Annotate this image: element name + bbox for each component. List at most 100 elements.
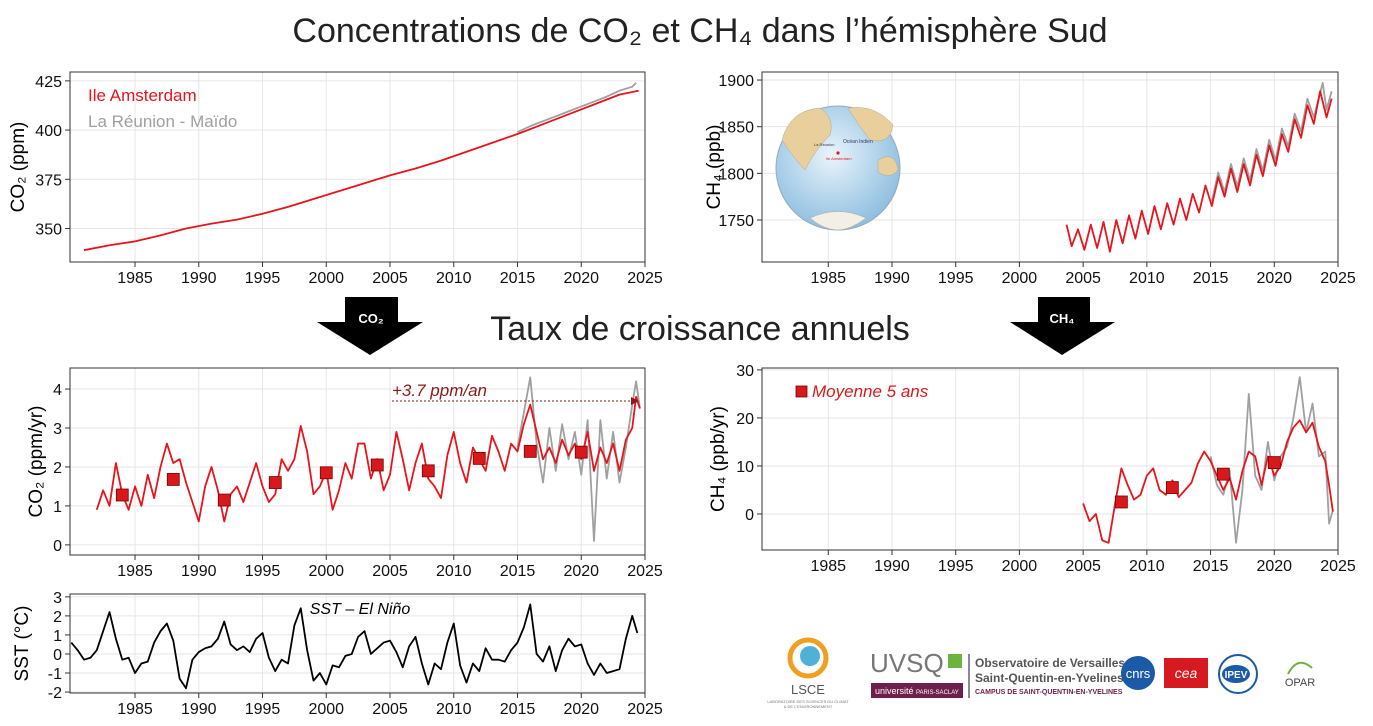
x-tick-label: 2020 — [563, 270, 599, 287]
y-axis-title: CH₄ (ppb) — [704, 125, 725, 210]
series-group — [1065, 81, 1333, 253]
plot-frame — [69, 367, 646, 556]
logo-text: université — [875, 686, 914, 696]
x-tick-label: 2025 — [1320, 270, 1356, 287]
x-tick-label: 1985 — [810, 270, 846, 287]
x-tick-label: 1990 — [181, 270, 217, 287]
chart: 1985 1990 1995 2000 2005 2010 2015 2020 2025 -2 -1… — [12, 590, 663, 718]
x-tick-label: 1985 — [117, 270, 153, 287]
legend-label: La Réunion - Maïdo — [88, 112, 237, 131]
x-tick-label: 2000 — [308, 701, 344, 718]
x-tick-label: 1995 — [938, 558, 974, 575]
x-tick-label: 2010 — [436, 701, 472, 718]
series-group — [70, 603, 639, 690]
map-label: La Réunion — [814, 142, 834, 147]
logo-mark — [948, 654, 962, 668]
x-tick-label: 2015 — [500, 563, 536, 580]
x-tick-label: 2000 — [1002, 270, 1038, 287]
y-tick-label: 1750 — [718, 213, 754, 230]
y-tick-label: 350 — [35, 222, 62, 239]
x-tick-label: 2025 — [1320, 558, 1356, 575]
x-tick-label: 2005 — [372, 563, 408, 580]
x-tick-label: 2020 — [1256, 270, 1292, 287]
y-tick-label: 1900 — [718, 73, 754, 90]
x-tick-label: 1985 — [810, 558, 846, 575]
x-tick-label: 1990 — [181, 701, 217, 718]
inset-map: Océan Indien La Réunion Ile Amsterdam — [775, 105, 901, 231]
subtitle: Taux de croissance annuels — [490, 310, 910, 348]
plot-frame — [69, 71, 646, 263]
mean-marker — [574, 445, 588, 459]
logo-text: LSCE — [791, 682, 825, 697]
mean-marker — [319, 466, 333, 480]
opar-logo — [1287, 661, 1313, 675]
y-tick-label: 0 — [53, 647, 62, 664]
x-tick-label: 2020 — [563, 563, 599, 580]
y-tick-label: -1 — [48, 666, 62, 683]
x-tick-label: 2010 — [436, 270, 472, 287]
arrow-label: CH₄ — [1050, 311, 1075, 326]
y-axis-title: CH₄ (ppb/yr) — [708, 406, 729, 512]
y-tick-label: 375 — [35, 172, 62, 189]
y-tick-label: 1 — [53, 499, 62, 516]
x-tick-label: 1990 — [874, 270, 910, 287]
mean-marker — [1267, 456, 1281, 470]
series-group — [1082, 376, 1334, 544]
y-tick-label: 3 — [53, 590, 62, 607]
logos: LSCE LABORATOIRE DES SCIENCES DU CLIMAT … — [767, 637, 1315, 709]
x-tick-label: 1985 — [117, 563, 153, 580]
annotation-arrowhead — [631, 397, 639, 405]
lsce-logo — [787, 637, 829, 679]
y-tick-label: 10 — [736, 459, 754, 476]
logo-text: UVSQ — [870, 648, 944, 678]
logo-text: CAMPUS DE SAINT-QUENTIN-EN-YVELINES — [975, 689, 1123, 696]
y-tick-label: 0 — [745, 507, 754, 524]
plot-area — [762, 368, 1338, 550]
mean-marker — [115, 488, 129, 502]
x-tick-label: 1985 — [117, 701, 153, 718]
plot-area — [70, 72, 645, 262]
x-tick-label: 2015 — [1193, 270, 1229, 287]
y-axis-title: SST (°C) — [12, 606, 33, 682]
y-tick-label: 400 — [35, 123, 62, 140]
logo-text: IPEV — [1225, 670, 1248, 681]
y-tick-label: 20 — [736, 411, 754, 428]
plot-area — [70, 594, 645, 693]
y-axis-title: CO₂ (ppm) — [8, 122, 29, 213]
y-tick-label: 425 — [35, 74, 62, 91]
land — [809, 211, 867, 231]
arrow — [317, 297, 423, 355]
y-tick-label: 1 — [53, 628, 62, 645]
land — [877, 156, 899, 176]
y-tick-label: 1800 — [718, 166, 754, 183]
mean-marker — [268, 476, 282, 489]
y-tick-label: 2 — [53, 609, 62, 626]
chart: 1985 1990 1995 2000 2005 2010 2015 2020 2025 0 1 2 3… — [26, 367, 663, 580]
x-tick-label: 2010 — [1129, 270, 1165, 287]
logo-box — [871, 683, 963, 698]
x-tick-label: 2010 — [436, 563, 472, 580]
annotation: SST – El Niño — [310, 601, 411, 618]
x-tick-label: 1990 — [181, 563, 217, 580]
mean-marker — [370, 458, 384, 472]
ipev-logo — [1222, 665, 1250, 683]
land — [847, 107, 894, 142]
x-tick-label: 1995 — [245, 701, 281, 718]
plot-frame — [761, 367, 1339, 551]
x-tick-label: 1995 — [245, 563, 281, 580]
site — [836, 151, 840, 155]
map-label: Ile Amsterdam — [826, 156, 852, 161]
series-line — [517, 82, 637, 133]
logo-text: Saint-Quentin-en-Yvelines — [975, 671, 1124, 685]
series-line — [516, 376, 641, 542]
logo-text: PARIS-SACLAY — [916, 690, 959, 696]
mean-marker — [421, 464, 435, 478]
x-tick-label: 2025 — [627, 270, 663, 287]
x-tick-label: 2020 — [1256, 558, 1292, 575]
y-tick-label: 3 — [53, 421, 62, 438]
map-label: Océan Indien — [843, 139, 873, 145]
x-tick-label: 1995 — [245, 270, 281, 287]
x-tick-label: 1995 — [938, 270, 974, 287]
chart: 1985 1990 1995 2000 2005 2010 2015 2020 2025 350 3… — [8, 71, 663, 287]
